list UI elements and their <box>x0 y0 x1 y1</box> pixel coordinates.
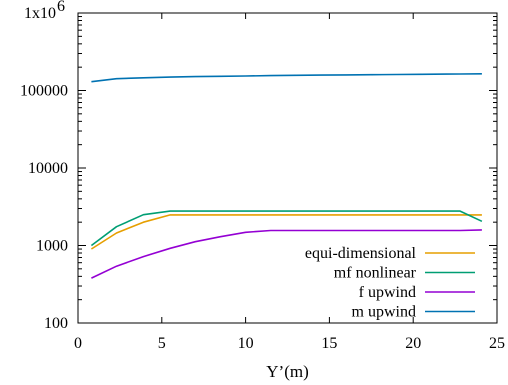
series-line-equi-dimensional <box>90 214 482 250</box>
x-tick-label: 15 <box>321 335 337 352</box>
y-tick-label: 10000 <box>28 160 68 177</box>
series-line-mf-nonlinear <box>90 210 483 247</box>
x-tick-label: 20 <box>405 335 421 352</box>
y-tick-label: 100000 <box>20 83 68 100</box>
series-line-f-upwind <box>91 229 482 279</box>
x-tick-label: 10 <box>238 335 254 352</box>
x-tick-label: 0 <box>74 335 82 352</box>
y-tick-label: 1x10 <box>24 5 56 22</box>
y-tick-label: 100 <box>44 315 68 332</box>
x-axis-title: Y’(m) <box>266 362 308 381</box>
x-tick-label: 25 <box>489 335 505 352</box>
series-line-m-upwind <box>91 73 482 83</box>
legend-label-equi-dimensional: equi-dimensional <box>305 245 417 262</box>
plot-area <box>90 73 483 279</box>
legend-label-f-upwind: f upwind <box>359 284 416 301</box>
y-tick-label: 1000 <box>36 238 68 255</box>
legend-label-mf-nonlinear: mf nonlinear <box>334 265 417 282</box>
plot-frame <box>77 12 498 324</box>
axes: 0 5 10 15 20 25 100 1000 10000 100000 1x10 6 <box>20 0 505 352</box>
legend-label-m-upwind: m upwind <box>352 304 416 321</box>
x-tick-label: 5 <box>158 335 166 352</box>
legend: equi-dimensional mf nonlinear f upwind m up… <box>305 245 475 321</box>
y-tick-label-exponent: 6 <box>57 0 65 15</box>
